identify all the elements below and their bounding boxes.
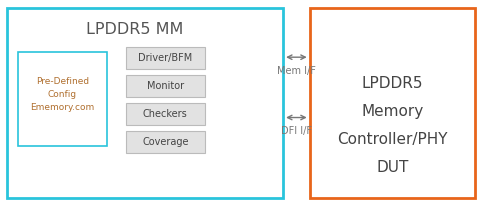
Text: Controller/PHY: Controller/PHY — [337, 132, 448, 147]
Text: LPDDR5 MM: LPDDR5 MM — [86, 22, 184, 37]
Text: Mem I/F: Mem I/F — [277, 66, 315, 76]
Text: DFI I/F: DFI I/F — [281, 126, 312, 136]
FancyBboxPatch shape — [18, 52, 107, 146]
FancyBboxPatch shape — [126, 103, 205, 125]
FancyBboxPatch shape — [126, 47, 205, 69]
Text: Checkers: Checkers — [143, 109, 188, 119]
Text: Coverage: Coverage — [142, 137, 189, 147]
FancyBboxPatch shape — [310, 8, 475, 198]
Text: Monitor: Monitor — [147, 81, 184, 91]
Text: Memory: Memory — [361, 104, 424, 119]
FancyBboxPatch shape — [7, 8, 283, 198]
Text: Pre-Defined
Config
Ememory.com: Pre-Defined Config Ememory.com — [30, 77, 95, 112]
FancyBboxPatch shape — [126, 75, 205, 97]
Text: LPDDR5: LPDDR5 — [362, 76, 423, 91]
Text: DUT: DUT — [376, 160, 409, 175]
Text: Driver/BFM: Driver/BFM — [138, 53, 192, 63]
FancyBboxPatch shape — [126, 131, 205, 153]
